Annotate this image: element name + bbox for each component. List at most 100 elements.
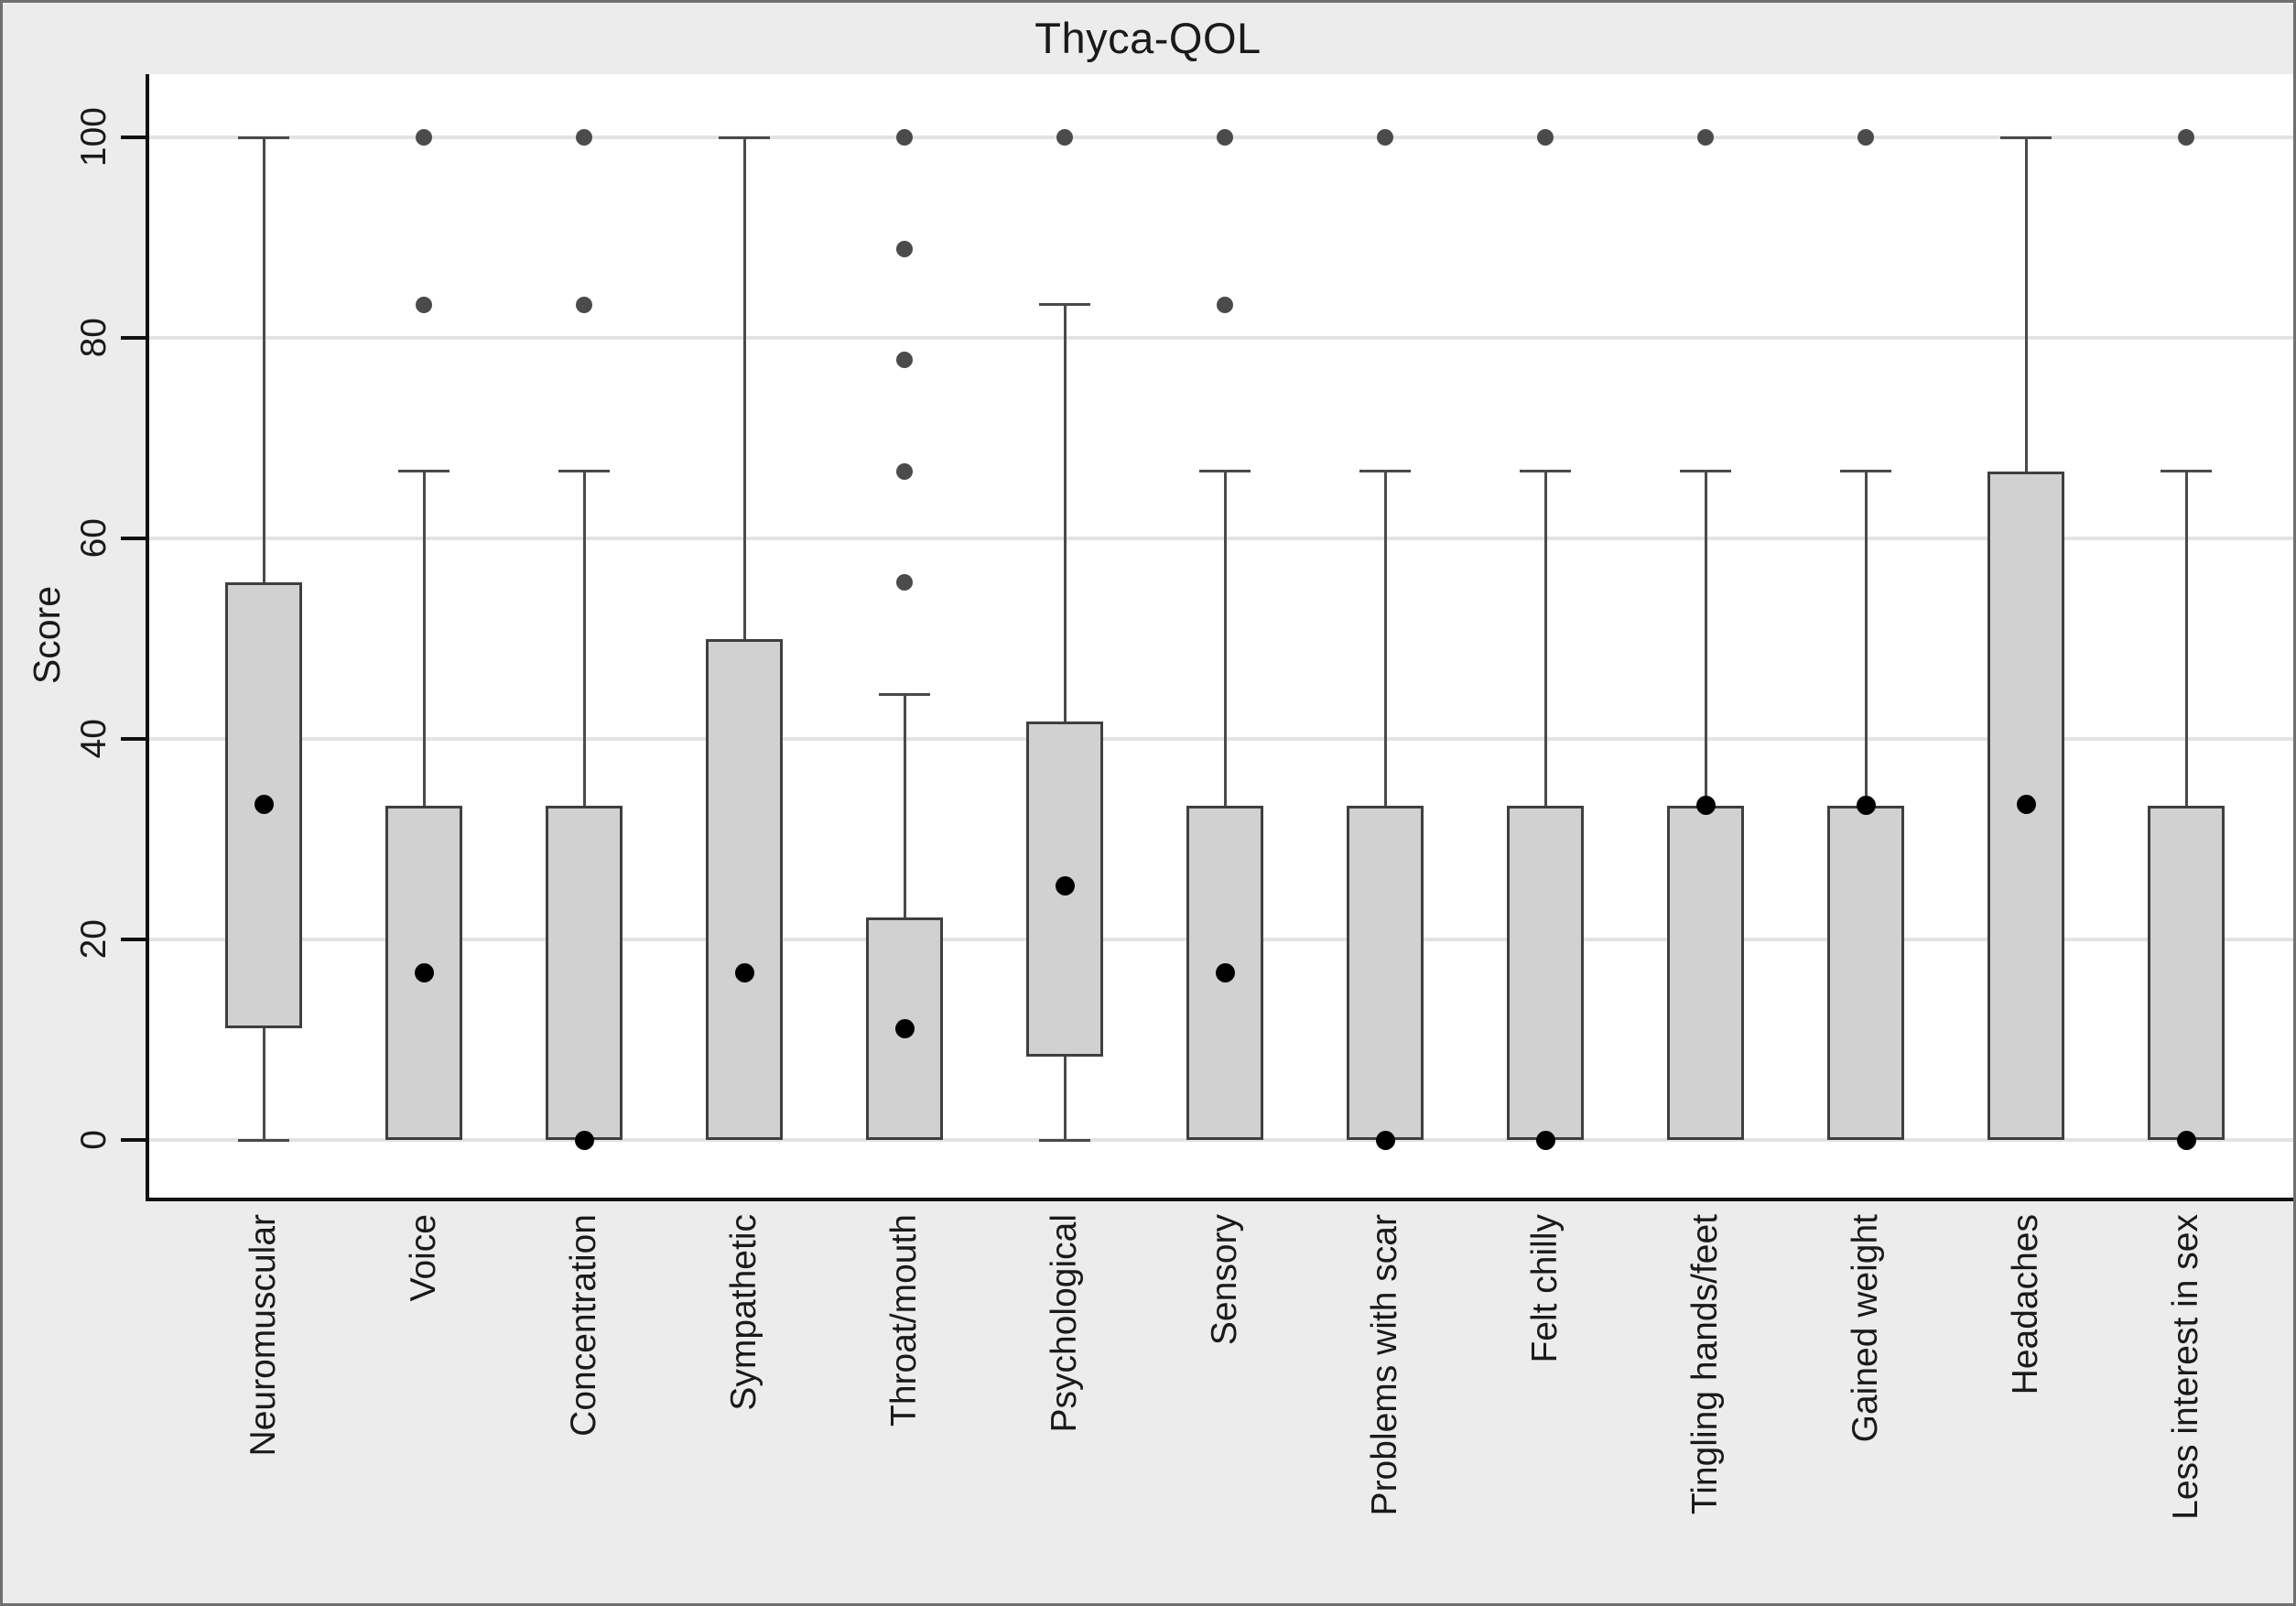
- upper-whisker: [422, 471, 426, 807]
- box: [1827, 806, 1904, 1140]
- box: [1667, 806, 1744, 1140]
- outlier-dot: [896, 352, 913, 369]
- upper-whisker: [2024, 137, 2028, 472]
- upper-whisker-cap: [1680, 470, 1731, 473]
- x-tick-label-text: Less interest in sex: [2165, 1214, 2205, 1520]
- y-tick-label-text: 20: [74, 919, 114, 960]
- x-tick-label-text: Sympathetic: [723, 1214, 764, 1411]
- box: [1347, 806, 1424, 1140]
- gridline-60: [149, 537, 2293, 540]
- x-tick-label: Throat/mouth: [872, 1214, 937, 1603]
- lower-whisker: [1063, 1057, 1067, 1140]
- x-tick-label-text: Gained weight: [1845, 1214, 1885, 1443]
- chart-title: Thyca-QOL: [1034, 13, 1262, 62]
- y-tick-label-80: 80: [12, 274, 114, 402]
- outlier-dot: [576, 129, 592, 146]
- x-tick-label: Less interest in sex: [2154, 1214, 2218, 1603]
- upper-whisker: [903, 694, 906, 917]
- outlier-dot: [1056, 129, 1073, 146]
- outlier-dot: [1857, 129, 1874, 146]
- y-tick-label-60: 60: [12, 474, 114, 602]
- upper-whisker: [262, 137, 265, 583]
- y-axis-line: [146, 74, 149, 1201]
- x-tick-label-text: Headaches: [2005, 1214, 2045, 1395]
- outlier-dot: [1217, 296, 1233, 313]
- x-tick-label-text: Psychological: [1044, 1214, 1084, 1433]
- y-tick-label-20: 20: [12, 875, 114, 1004]
- x-tick-label: Tingling hands/feet: [1673, 1214, 1738, 1603]
- mean-dot: [414, 962, 434, 982]
- x-tick-label: Felt chilly: [1513, 1214, 1577, 1603]
- upper-whisker: [1864, 471, 1868, 807]
- x-tick-label: Gained weight: [1834, 1214, 1898, 1603]
- x-tick-label-text: Concentration: [563, 1214, 603, 1437]
- box: [1507, 806, 1584, 1140]
- box: [706, 638, 783, 1140]
- outlier-dot: [896, 129, 913, 146]
- mean-dot: [2176, 1130, 2196, 1150]
- x-tick-label-text: Sensory: [1204, 1214, 1244, 1346]
- x-tick-label-text: Throat/mouth: [883, 1214, 924, 1427]
- x-tick-label-text: Problems with scar: [1364, 1214, 1404, 1516]
- upper-whisker-cap: [238, 136, 289, 139]
- gridline-0: [149, 1138, 2293, 1142]
- outlier-dot: [1217, 129, 1233, 146]
- x-tick-label-text: Felt chilly: [1524, 1214, 1565, 1363]
- mean-dot: [574, 1130, 594, 1150]
- x-tick-label-text: Neuromuscular: [243, 1214, 283, 1457]
- x-tick-label: Voice: [392, 1214, 456, 1603]
- x-tick-label: Problems with scar: [1353, 1214, 1417, 1603]
- y-tick-60: [121, 537, 146, 540]
- mean-dot: [1375, 1130, 1395, 1150]
- box: [546, 806, 623, 1140]
- y-tick-label-0: 0: [12, 1076, 114, 1204]
- upper-whisker-cap: [558, 470, 610, 473]
- outlier-dot: [2178, 129, 2194, 146]
- upper-whisker-cap: [1520, 470, 1571, 473]
- lower-whisker-cap: [1039, 1138, 1090, 1142]
- upper-whisker-cap: [719, 136, 770, 139]
- x-axis-line: [146, 1198, 2293, 1201]
- mean-dot: [1856, 795, 1876, 815]
- lower-whisker-cap: [238, 1138, 289, 1142]
- upper-whisker: [1223, 471, 1227, 807]
- mean-dot: [734, 962, 754, 982]
- mean-dot: [254, 794, 274, 814]
- outlier-dot: [896, 574, 913, 591]
- upper-whisker: [1543, 471, 1547, 807]
- x-tick-label-text: Voice: [403, 1214, 443, 1302]
- x-tick-label-text: Tingling hands/feet: [1684, 1214, 1725, 1515]
- gridline-80: [149, 336, 2293, 340]
- outlier-dot: [576, 296, 592, 313]
- upper-whisker-cap: [2161, 470, 2212, 473]
- y-tick-label-100: 100: [12, 73, 114, 201]
- outlier-dot: [896, 240, 913, 257]
- mean-dot: [1055, 876, 1075, 896]
- upper-whisker-cap: [879, 693, 930, 697]
- y-tick-label-text: 40: [74, 719, 114, 759]
- outlier-dot: [416, 129, 432, 146]
- lower-whisker: [262, 1028, 265, 1140]
- upper-whisker: [742, 137, 746, 639]
- x-tick-label: Concentration: [552, 1214, 616, 1603]
- upper-whisker-cap: [398, 470, 449, 473]
- outlier-dot: [896, 462, 913, 480]
- mean-dot: [894, 1018, 915, 1038]
- box: [2148, 806, 2225, 1140]
- mean-dot: [2016, 794, 2036, 814]
- x-tick-label: Headaches: [1994, 1214, 2058, 1603]
- y-tick-40: [121, 737, 146, 741]
- upper-whisker-cap: [1840, 470, 1891, 473]
- y-tick-label-text: 100: [74, 107, 114, 168]
- y-tick-label-text: 60: [74, 518, 114, 559]
- outlier-dot: [416, 296, 432, 313]
- mean-dot: [1695, 795, 1716, 815]
- outlier-dot: [1537, 129, 1554, 146]
- upper-whisker: [2184, 471, 2188, 807]
- y-tick-label-40: 40: [12, 675, 114, 803]
- upper-whisker: [582, 471, 586, 807]
- upper-whisker-cap: [1039, 303, 1090, 307]
- x-tick-label: Sympathetic: [712, 1214, 776, 1603]
- upper-whisker: [1704, 471, 1707, 807]
